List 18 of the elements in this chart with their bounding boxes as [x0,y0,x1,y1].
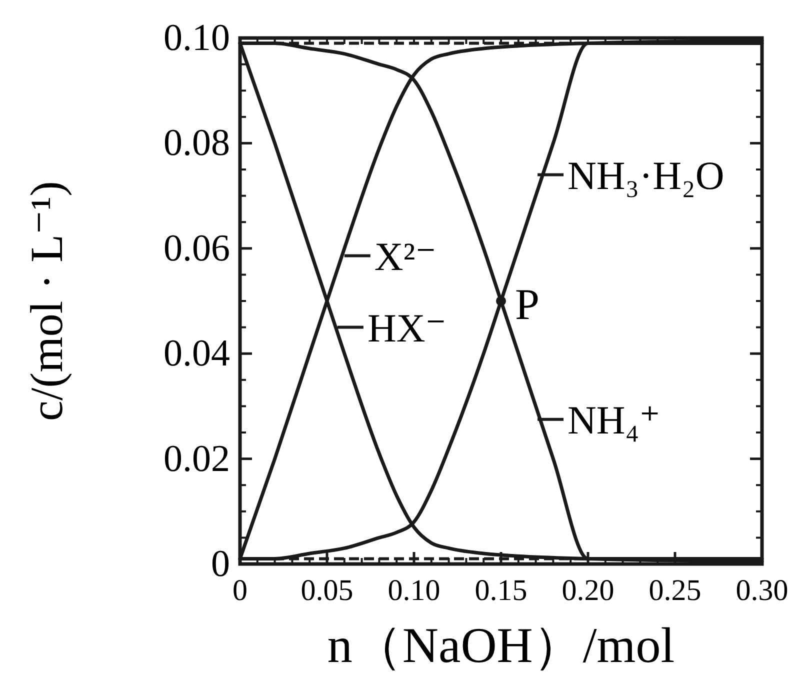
y-tick-label: 0.04 [164,332,230,375]
x-tick-label: 0.15 [474,574,528,607]
y-tick-label: 0.02 [164,438,230,480]
y-tick-label: 0.08 [164,122,230,164]
x-tick-label: 0.05 [300,574,354,607]
x-tick-label: 0.20 [562,574,614,607]
annotation: HX⁻ [367,305,446,350]
annotation: X²⁻ [374,234,436,279]
x-tick-label: 0.10 [388,574,440,607]
annotation: NH₄⁺ [568,397,660,442]
y-tick-label: 0.10 [164,17,230,59]
annotation: NH₃·H₂O [568,152,724,198]
y-tick-label: 0.06 [164,227,230,270]
x-tick-label: 0.25 [648,574,702,607]
y-axis-title: c/(mol · L⁻¹) [21,181,72,421]
annotation: P [515,280,540,329]
x-tick-label: 0.30 [736,574,788,607]
x-axis-title: n（NaOH）/mol [327,617,675,673]
